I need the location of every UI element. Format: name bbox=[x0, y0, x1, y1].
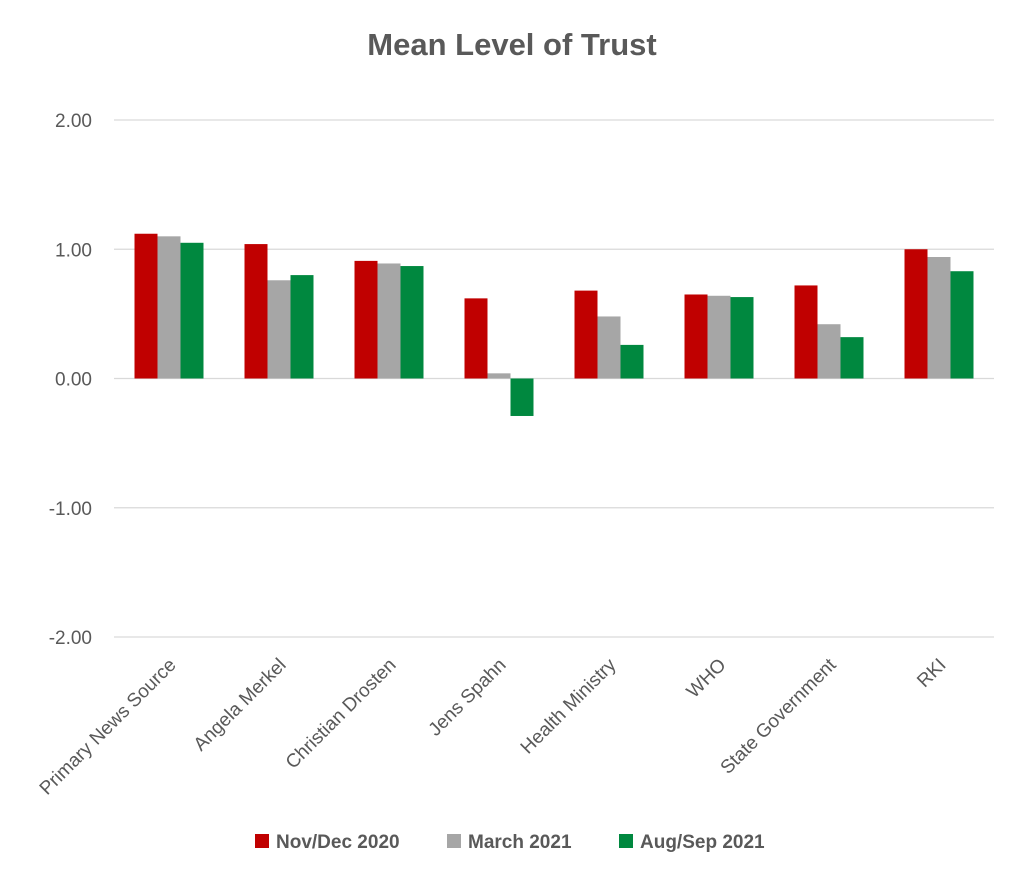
x-tick-label: RKI bbox=[913, 655, 950, 692]
bar bbox=[794, 285, 818, 379]
bar bbox=[730, 297, 754, 379]
bar bbox=[290, 275, 314, 379]
bar bbox=[707, 295, 731, 379]
bar bbox=[684, 294, 708, 379]
bar bbox=[377, 263, 401, 379]
bar bbox=[464, 298, 488, 379]
x-tick-label: Jens Spahn bbox=[425, 655, 511, 741]
y-tick-label: -1.00 bbox=[49, 499, 92, 520]
bars bbox=[134, 233, 974, 416]
bar bbox=[620, 344, 644, 379]
bar bbox=[487, 373, 511, 379]
legend-swatch bbox=[619, 834, 633, 848]
bar bbox=[134, 233, 158, 379]
bar bbox=[180, 242, 204, 379]
legend: Nov/Dec 2020 March 2021 Aug/Sep 2021 bbox=[255, 832, 765, 853]
x-tick-label: WHO bbox=[683, 655, 731, 703]
bar bbox=[927, 257, 951, 379]
y-axis-ticks: 2.00 1.00 0.00 -1.00 -2.00 bbox=[49, 111, 92, 649]
bar bbox=[400, 266, 424, 379]
bar bbox=[817, 324, 841, 379]
bar bbox=[597, 316, 621, 379]
legend-label: March 2021 bbox=[468, 832, 572, 853]
bar bbox=[510, 378, 534, 416]
x-tick-label: State Government bbox=[717, 654, 841, 778]
x-tick-label: Primary News Source bbox=[36, 655, 181, 800]
legend-label: Nov/Dec 2020 bbox=[276, 832, 400, 853]
bar bbox=[950, 271, 974, 379]
x-tick-label: Health Ministry bbox=[517, 654, 621, 758]
chart-title: Mean Level of Trust bbox=[367, 27, 656, 62]
y-tick-label: -2.00 bbox=[49, 628, 92, 649]
x-tick-label: Christian Drosten bbox=[282, 655, 401, 774]
bar bbox=[244, 244, 268, 379]
x-tick-label: Angela Merkel bbox=[190, 655, 291, 756]
bar bbox=[904, 249, 928, 379]
y-tick-label: 2.00 bbox=[55, 111, 92, 132]
y-tick-label: 1.00 bbox=[55, 240, 92, 261]
bar bbox=[157, 236, 181, 379]
bar bbox=[267, 280, 291, 379]
legend-swatch bbox=[255, 834, 269, 848]
y-tick-label: 0.00 bbox=[55, 370, 92, 391]
x-axis-ticks: Primary News Source Angela MerkelChristia… bbox=[36, 654, 951, 799]
bar bbox=[840, 337, 864, 379]
bar bbox=[574, 290, 598, 379]
bar bbox=[354, 260, 378, 379]
legend-swatch bbox=[447, 834, 461, 848]
legend-label: Aug/Sep 2021 bbox=[640, 832, 765, 853]
